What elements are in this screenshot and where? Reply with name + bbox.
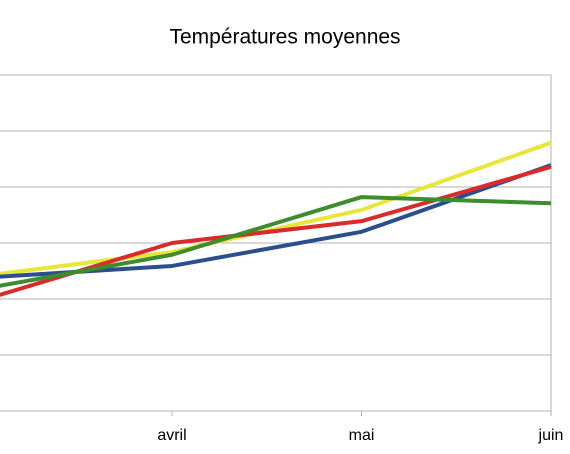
chart-title: Températures moyennes	[169, 26, 400, 49]
line-series	[0, 140, 552, 276]
line-series	[0, 195, 552, 288]
x-tick-label: juin	[538, 427, 564, 444]
x-tick-label: mai	[349, 427, 375, 444]
x-tick-label: avril	[157, 427, 186, 444]
